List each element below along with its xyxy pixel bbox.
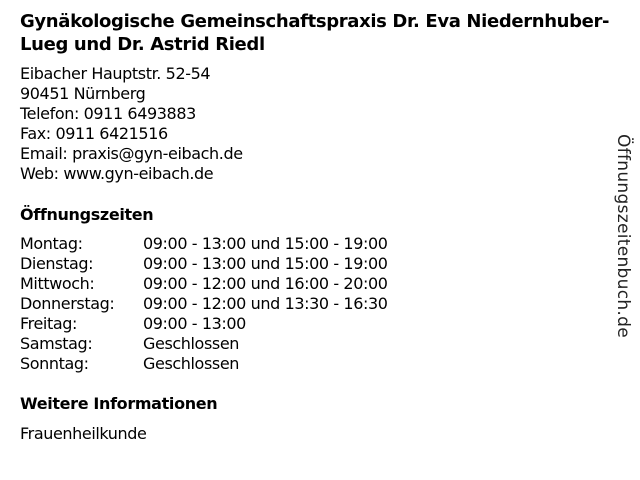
time: 09:00 - 12:00 und 16:00 - 20:00 <box>143 274 388 293</box>
info-heading: Weitere Informationen <box>20 394 218 413</box>
time: 09:00 - 13:00 und 15:00 - 19:00 <box>143 254 388 273</box>
day: Freitag: <box>20 314 77 333</box>
time: 09:00 - 13:00 und 15:00 - 19:00 <box>143 234 388 253</box>
time: Geschlossen <box>143 334 240 353</box>
time: 09:00 - 12:00 und 13:30 - 16:30 <box>143 294 388 313</box>
phone: Telefon: 0911 6493883 <box>20 104 196 123</box>
day: Sonntag: <box>20 354 89 373</box>
day: Samstag: <box>20 334 93 353</box>
day: Mittwoch: <box>20 274 95 293</box>
time: Geschlossen <box>143 354 240 373</box>
address-block: Eibacher Hauptstr. 52-54 90451 Nürnberg … <box>20 64 243 184</box>
email: Email: praxis@gyn-eibach.de <box>20 144 243 163</box>
city: 90451 Nürnberg <box>20 84 146 103</box>
web: Web: www.gyn-eibach.de <box>20 164 214 183</box>
day: Donnerstag: <box>20 294 115 313</box>
watermark: Öffnungszeitenbuch.de <box>613 134 633 338</box>
fax: Fax: 0911 6421516 <box>20 124 168 143</box>
day: Dienstag: <box>20 254 94 273</box>
day: Montag: <box>20 234 83 253</box>
hours-heading: Öffnungszeiten <box>20 205 154 224</box>
info-text: Frauenheilkunde <box>20 424 147 443</box>
time: 09:00 - 13:00 <box>143 314 246 333</box>
street: Eibacher Hauptstr. 52-54 <box>20 64 211 83</box>
page-title: Gynäkologische Gemeinschaftspraxis Dr. E… <box>20 11 610 55</box>
